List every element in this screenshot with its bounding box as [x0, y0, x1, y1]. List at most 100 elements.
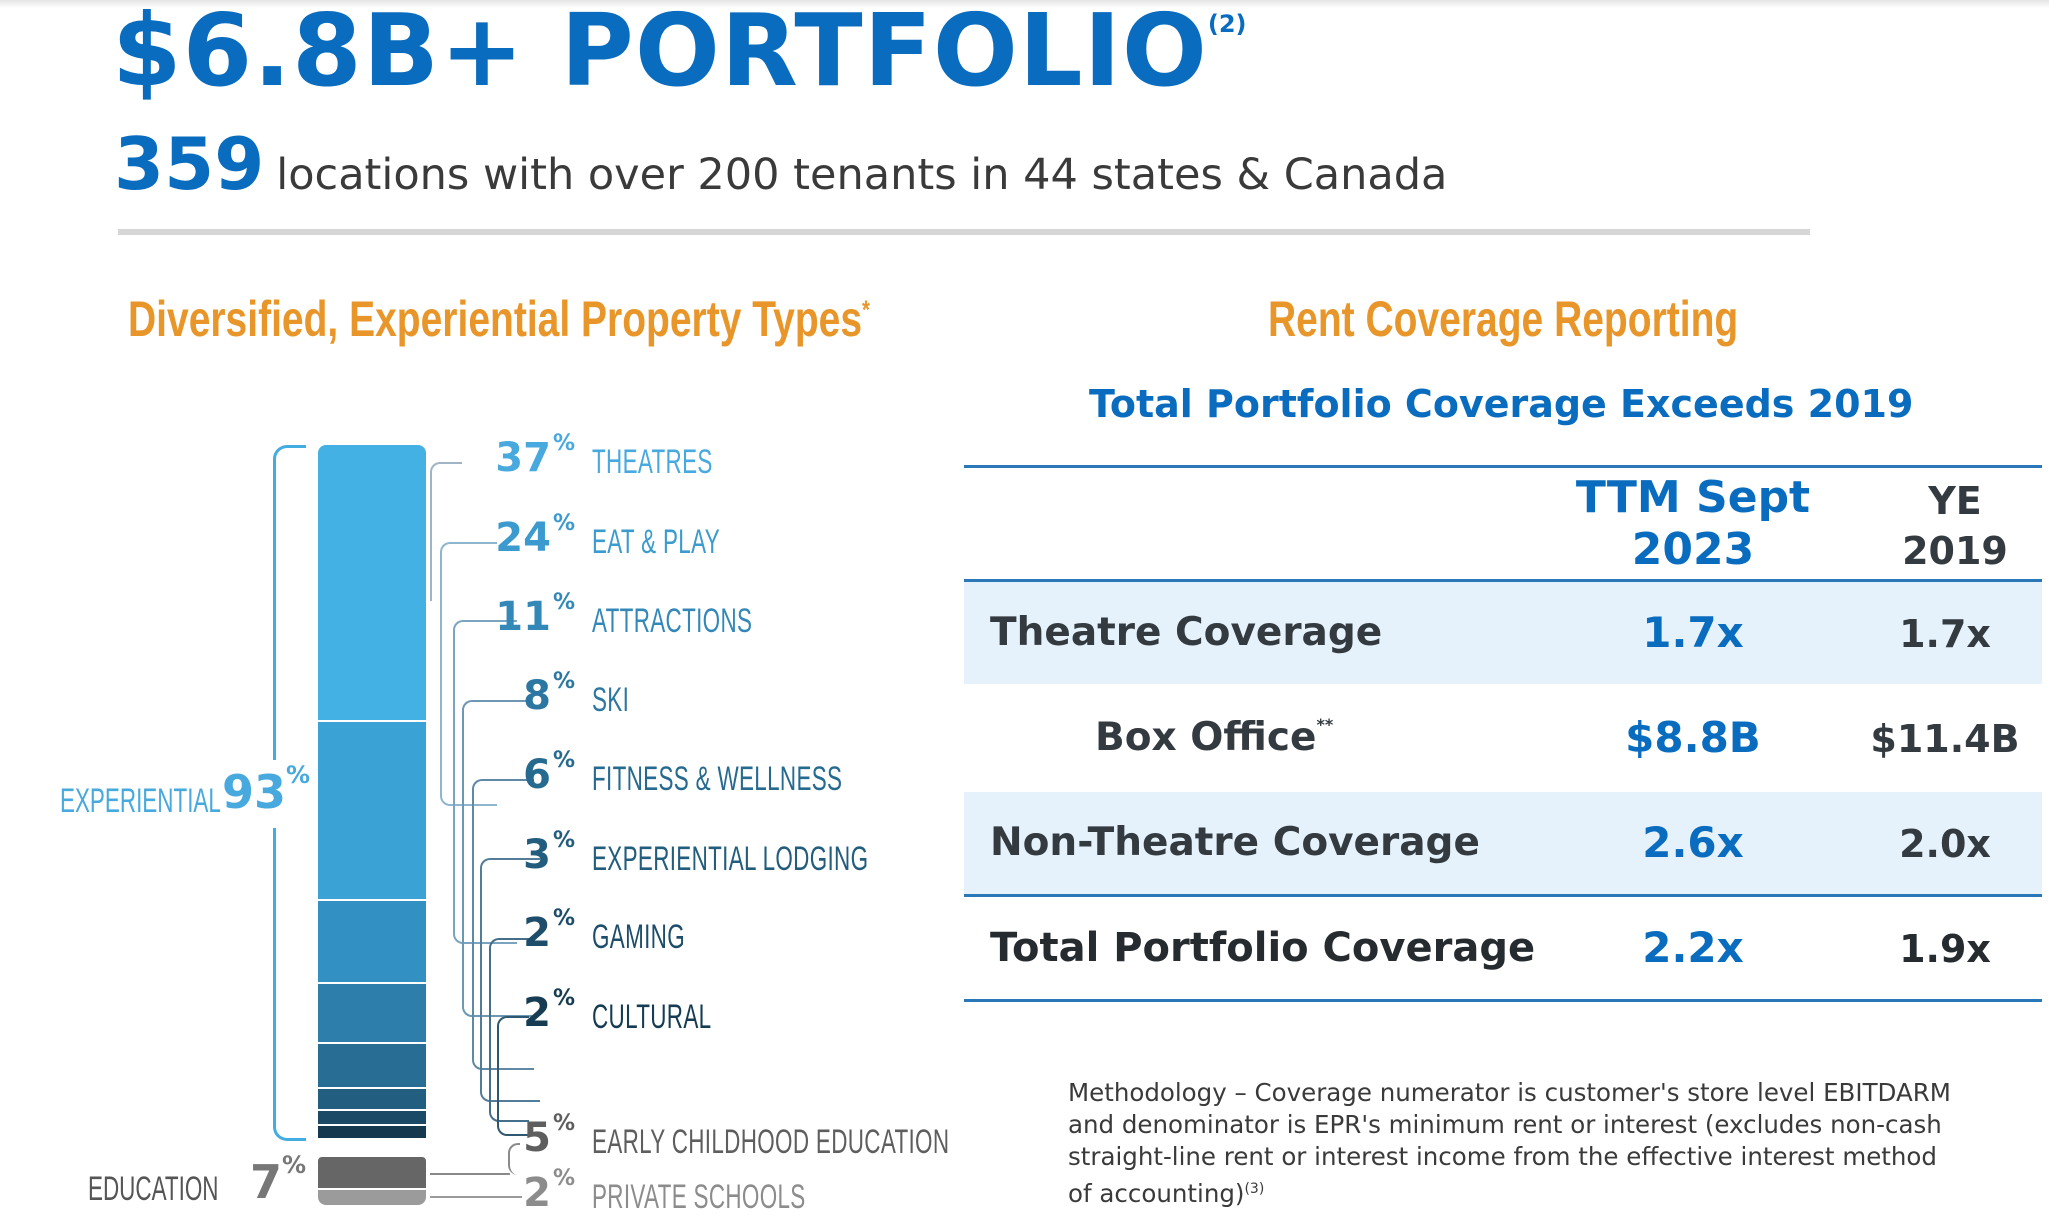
- bar-segment-ski: [318, 984, 426, 1042]
- category-label: EARLY CHILDHOOD EDUCATION: [592, 1123, 950, 1161]
- property-types-title-text: Diversified, Experiential Property Types: [128, 291, 863, 347]
- row-label: Theatre Coverage: [990, 610, 1382, 655]
- category-gaming: 2% GAMING: [460, 906, 685, 960]
- row-label: Box Office**: [1095, 715, 1333, 760]
- pct-sign: %: [552, 1111, 575, 1136]
- category-cultural: 2% CULTURAL: [460, 986, 711, 1040]
- value-ye: $11.4B: [1870, 717, 2020, 761]
- category-label: CULTURAL: [592, 998, 712, 1036]
- rent-coverage-title: Rent Coverage Reporting: [1268, 291, 1739, 347]
- category-pct: 24: [495, 515, 551, 561]
- group-pct-education: 7%: [250, 1151, 306, 1209]
- connector-private-schools: [430, 1196, 522, 1198]
- bar-segment-cultural: [318, 1126, 426, 1138]
- locations-text: locations with over 200 tenants in 44 st…: [276, 150, 1448, 200]
- connector-lodging: [480, 858, 540, 1102]
- bracket-gap: [266, 760, 278, 828]
- category-fitness-wellness: 6% FITNESS & WELLNESS: [460, 748, 842, 802]
- row-label-text: Theatre Coverage: [990, 610, 1383, 655]
- pct-sign: %: [552, 986, 575, 1011]
- value-ttm: 2.6x: [1642, 818, 1744, 867]
- connector-early-childhood-elbow: [508, 1143, 520, 1175]
- title-asterisk: *: [862, 294, 870, 325]
- column-header-ye: YE 2019: [1855, 476, 2049, 576]
- column-header-line: 2019: [1902, 529, 2008, 573]
- row-label-marker: **: [1316, 715, 1334, 734]
- connector-early-childhood: [430, 1143, 510, 1175]
- category-pct: 3: [523, 832, 551, 878]
- pct-sign: %: [552, 431, 575, 456]
- category-theatres: 37% THEATRES: [460, 431, 712, 485]
- category-pct: 2: [523, 1170, 551, 1216]
- column-header-line: 2023: [1631, 524, 1755, 575]
- category-private-schools: 2% PRIVATE SCHOOLS: [460, 1166, 805, 1220]
- group-label-education: EDUCATION: [88, 1170, 219, 1208]
- category-label: PRIVATE SCHOOLS: [592, 1178, 806, 1216]
- title-text: $6.8B+ PORTFOLIO: [112, 0, 1208, 109]
- table-bottom-rule: [964, 999, 2042, 1002]
- pct-sign: %: [552, 511, 575, 536]
- group-pct-value: 7: [250, 1155, 283, 1209]
- value-ye: 1.9x: [1899, 927, 1991, 971]
- pct-sign: %: [552, 906, 575, 931]
- pct-sign: %: [552, 590, 575, 615]
- bar-segment-theatres: [318, 445, 426, 720]
- table-top-rule: [964, 465, 2042, 468]
- pct-sign: %: [552, 669, 575, 694]
- property-types-title: Diversified, Experiential Property Types…: [128, 290, 870, 348]
- category-eat-play: 24% EAT & PLAY: [460, 511, 719, 565]
- connector-attractions: [453, 620, 517, 944]
- category-pct: 11: [495, 594, 551, 640]
- value-ye: 2.0x: [1899, 822, 1991, 866]
- header-bottom-rule: [964, 579, 2042, 582]
- bar-segment-gaming: [318, 1111, 426, 1124]
- category-attractions: 11% ATTRACTIONS: [460, 590, 752, 644]
- value-ttm: $8.8B: [1625, 713, 1761, 762]
- connector-fitness: [472, 779, 534, 1070]
- group-label-experiential: EXPERIENTIAL: [60, 782, 221, 820]
- category-label: SKI: [592, 681, 630, 719]
- group-pct-experiential: 93%: [222, 761, 310, 819]
- rent-coverage-subtitle: Total Portfolio Coverage Exceeds 2019: [1089, 382, 1914, 426]
- category-ski: 8% SKI: [460, 669, 629, 723]
- top-shadow: [0, 0, 2049, 8]
- row-label: Non-Theatre Coverage: [990, 820, 1480, 865]
- column-header-line: TTM Sept: [1575, 472, 1811, 523]
- connector-eat-play: [440, 542, 497, 806]
- pct-sign: %: [286, 761, 311, 789]
- locations-summary: 359 locations with over 200 tenants in 44…: [114, 122, 1447, 206]
- category-pct: 8: [523, 673, 551, 719]
- column-header-ttm: TTM Sept 2023: [1553, 472, 1833, 576]
- connector-gaming: [489, 938, 529, 1122]
- methodology-footnote: (3): [1244, 1181, 1265, 1197]
- pct-sign: %: [552, 828, 575, 853]
- row-label-text: Total Portfolio Coverage: [990, 925, 1536, 971]
- page-title: $6.8B+ PORTFOLIO(2): [112, 0, 1246, 109]
- value-ttm: 1.7x: [1642, 608, 1744, 657]
- row-label: Total Portfolio Coverage: [990, 925, 1535, 971]
- value-ye: 1.7x: [1899, 612, 1991, 656]
- bar-segment-early-childhood: [318, 1157, 426, 1188]
- methodology-note: Methodology – Coverage numerator is cust…: [1068, 1077, 1968, 1210]
- bar-segment-fitness: [318, 1044, 426, 1087]
- bar-segment-eat-play: [318, 722, 426, 899]
- category-pct: 6: [523, 752, 551, 798]
- pct-sign: %: [552, 1166, 575, 1191]
- title-footnote: (2): [1207, 10, 1247, 38]
- category-label: EXPERIENTIAL LODGING: [592, 840, 869, 878]
- bar-segment-attractions: [318, 901, 426, 982]
- bar-segment-lodging: [318, 1089, 426, 1109]
- category-pct: 5: [523, 1115, 551, 1161]
- header-divider: [118, 229, 1810, 235]
- locations-count: 359: [114, 122, 265, 206]
- category-label: ATTRACTIONS: [592, 602, 753, 640]
- connector-theatres: [430, 462, 462, 601]
- column-header-line: YE: [1928, 479, 1982, 523]
- category-experiential-lodging: 3% EXPERIENTIAL LODGING: [460, 828, 868, 882]
- category-pct: 37: [495, 435, 551, 481]
- row-label-text: Non-Theatre Coverage: [990, 820, 1480, 865]
- row-band: [964, 582, 2042, 684]
- row-band: [964, 792, 2042, 895]
- category-early-childhood-education: 5% EARLY CHILDHOOD EDUCATION: [460, 1111, 949, 1165]
- pct-sign: %: [552, 748, 575, 773]
